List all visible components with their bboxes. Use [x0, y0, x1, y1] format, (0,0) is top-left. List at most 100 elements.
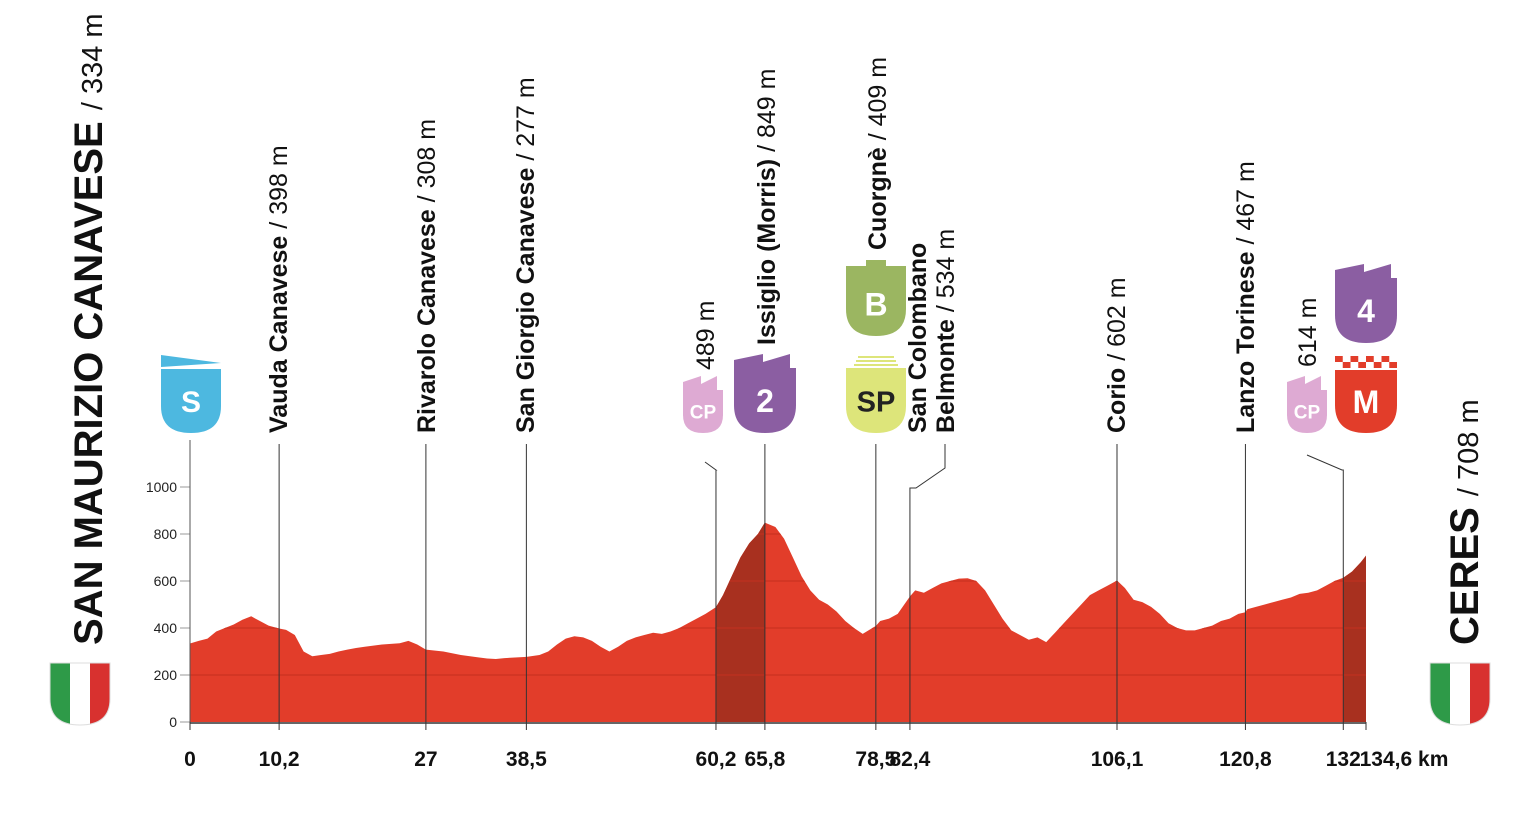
marker-text-2: San Giorgio Canavese / 277 m: [512, 77, 540, 433]
badge-shield-2: [734, 368, 796, 433]
marker-alt-9: 614 m: [1294, 298, 1322, 367]
badge-label-6: 4: [1357, 293, 1375, 329]
marker-name-5: Cuorgnè: [864, 140, 892, 250]
marker-label-9: 614 m: [1294, 298, 1322, 367]
y-tick-label-2: 400: [154, 620, 178, 636]
badge-label-2: 2: [756, 383, 774, 419]
elevation-area: [190, 522, 1366, 722]
badge-check-7-1-5: [1373, 362, 1382, 368]
marker-label-0: Vauda Canavese / 398 m: [265, 145, 293, 433]
badge-check-7-0-2: [1350, 356, 1359, 362]
badge-cap-0: [161, 355, 221, 367]
marker-alt-3: 489 m: [692, 301, 720, 370]
finish-flag: [1430, 663, 1490, 725]
marker-name-0: Vauda Canavese: [265, 229, 293, 433]
x-tick-label-7: 82,4: [889, 748, 930, 771]
finish-text: CERES / 708 m: [1443, 399, 1487, 645]
y-tick-label-1: 200: [154, 667, 178, 683]
marker-text-5: Cuorgnè / 409 m: [864, 57, 892, 250]
marker-name-6: San Colombano: [904, 243, 932, 433]
marker-alt-1: / 308 m: [413, 119, 441, 202]
x-tick-label-3: 38,5: [506, 748, 547, 771]
marker-line-3: [704, 461, 718, 722]
start-flag-outline: [49, 662, 111, 726]
badge-cap-2: [734, 354, 790, 368]
x-axis: 0 10,2 27 38,5 60,2 65,8 78,582,4 106,1 120,8 132…: [184, 722, 1448, 771]
badge-label-3: B: [864, 287, 887, 323]
finish-flag-outline: [1429, 662, 1491, 726]
finish-flag-stripe-2: [1470, 663, 1490, 725]
start-flag-stripe-0: [50, 663, 70, 725]
finish-alt: / 708 m: [1453, 399, 1485, 496]
marker-label-6: San Colombano Belmonte / 534 m: [904, 229, 960, 433]
badge-label-7: M: [1353, 384, 1380, 420]
badge-cap2-3: [866, 260, 886, 267]
finish-flag-stripe-1: [1450, 663, 1470, 725]
marker-text-9: 614 m: [1294, 298, 1322, 367]
badges: S CP 2 B SP CP 4 M: [161, 260, 1397, 433]
x-tick-label-11: 134,6 km: [1360, 748, 1449, 771]
y-tick-label-3: 600: [154, 573, 178, 589]
start-alt: / 334 m: [77, 13, 109, 110]
marker-alt-5: / 409 m: [864, 57, 892, 140]
marker-alt-8: / 467 m: [1232, 161, 1260, 244]
badge-cap-5: [1287, 376, 1321, 390]
y-tick-label-0: 0: [169, 714, 177, 730]
x-tick-label-5: 65,8: [744, 748, 785, 771]
marker-name-7: Corio: [1103, 361, 1131, 433]
finish-flag-stripe-0: [1430, 663, 1450, 725]
badge-check-7-0-0: [1335, 356, 1343, 362]
x-tick-label-8: 106,1: [1091, 748, 1144, 771]
marker-alt2-6: / 534 m: [932, 229, 960, 312]
marker-alt-4: / 849 m: [753, 69, 781, 152]
marker-line-9: [1306, 454, 1344, 722]
badge-cap-4-1: [854, 364, 898, 366]
marker-text-1: Rivarolo Canavese / 308 m: [413, 119, 441, 433]
grid-lines: [180, 486, 190, 723]
badge-cap-3: [846, 266, 906, 272]
marker-alt-7: / 602 m: [1103, 277, 1131, 360]
marker-text-8: Lanzo Torinese / 467 m: [1232, 161, 1260, 433]
elevation-profile: [190, 522, 1366, 722]
marker-name2-6: Belmonte: [932, 312, 960, 433]
badge-check-7-1-7: [1389, 362, 1397, 368]
marker-text-4: Issiglio (Morris) / 849 m: [753, 69, 781, 345]
badge-label-4: SP: [857, 386, 896, 418]
marker-label-4: Issiglio (Morris) / 849 m: [753, 69, 781, 345]
badge-shield-1: [683, 390, 723, 433]
x-tick-label-9: 120,8: [1219, 748, 1272, 771]
y-axis: 0 200 400 600 800 1000: [146, 440, 191, 730]
marker-alt-2: / 277 m: [512, 77, 540, 160]
badge-shield-0: [161, 369, 221, 433]
x-tick-label-10: 132: [1326, 748, 1361, 771]
marker-label-5: Cuorgnè / 409 m: [864, 57, 892, 250]
marker-label-3: 489 m: [692, 301, 720, 370]
finish-name: CERES: [1443, 496, 1487, 645]
x-tick-label-6: 78,5: [855, 748, 896, 771]
start-label: SAN MAURIZIO CANAVESE / 334 m: [67, 13, 111, 645]
start-finish-labels: SAN MAURIZIO CANAVESE / 334 m CERES / 708…: [49, 13, 1491, 726]
climb-zone-0: [715, 522, 765, 722]
start-flag-stripe-1: [70, 663, 90, 725]
marker-text-6: San Colombano: [904, 243, 932, 433]
badge-check-7-0-4: [1366, 356, 1374, 362]
marker-name-1: Rivarolo Canavese: [413, 202, 441, 433]
badge-check-7-1-1: [1342, 362, 1351, 368]
marker-line-6: [909, 444, 946, 722]
marker-label-1: Rivarolo Canavese / 308 m: [413, 119, 441, 433]
badge-cap-6: [1335, 264, 1391, 278]
badge-check-7-1-3: [1358, 362, 1366, 368]
finish-label: CERES / 708 m: [1443, 399, 1487, 645]
badge-shield-5: [1287, 390, 1327, 433]
marker-text-0: Vauda Canavese / 398 m: [265, 145, 293, 433]
badge-shield-4: [846, 368, 906, 433]
start-text: SAN MAURIZIO CANAVESE / 334 m: [67, 13, 111, 645]
badge-cap-1: [683, 376, 717, 390]
badge-shield-3: [846, 272, 906, 336]
start-name: SAN MAURIZIO CANAVESE: [67, 110, 111, 645]
badge-cap-4-2: [856, 360, 896, 362]
marker-name-8: Lanzo Torinese: [1232, 245, 1260, 433]
badge-cap-4-3: [858, 356, 894, 358]
badge-label-5: CP: [1294, 403, 1321, 424]
marker-text2-6: Belmonte / 534 m: [932, 229, 960, 433]
